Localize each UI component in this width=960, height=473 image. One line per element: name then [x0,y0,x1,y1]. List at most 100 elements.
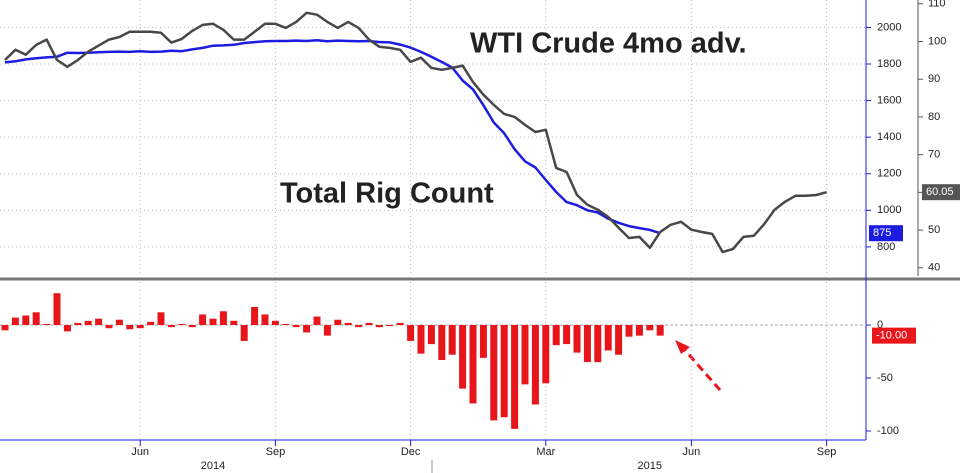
bar [438,325,446,360]
bar [417,325,425,354]
bar [323,325,331,336]
bar [230,320,238,326]
year-label: 2014 [201,460,225,472]
value-tag-label: 60.05 [926,186,954,198]
x-tick-label: Jun [131,446,149,458]
bar [511,325,519,429]
value-tag [872,327,916,344]
y2-tick-label: 50 [928,224,940,236]
series-label: Total Rig Count [280,178,494,210]
bar [594,325,602,363]
y-tick-label: 1400 [877,131,901,143]
bar [646,325,654,331]
bar [240,325,248,341]
bar [43,323,51,326]
y-tick-label: 1800 [877,58,901,70]
bar [115,319,123,326]
bar [490,325,498,421]
bar [11,317,19,326]
y-tick-label: 0 [877,319,883,331]
bar [126,325,134,330]
bar [251,307,259,326]
bar [615,325,623,355]
bar [427,325,435,345]
bar [365,322,373,326]
bar [469,325,477,404]
y-tick-label: -50 [877,372,893,384]
y-tick-label: 800 [877,241,895,253]
bar [199,314,207,326]
bar [219,311,227,326]
value-tag-label: -10.00 [876,330,907,342]
y2-tick-label: 70 [928,149,940,161]
bar [53,293,61,326]
bar [375,325,383,328]
bar [209,318,217,326]
bar [344,322,352,326]
bar [583,325,591,363]
series-line [4,38,661,235]
bar [386,325,394,327]
x-tick-label: Sep [266,446,286,458]
bar [355,325,363,328]
bar [63,325,71,332]
y2-tick-label: 90 [928,73,940,85]
y-tick-label: 1600 [877,94,901,106]
bar [625,325,633,337]
bar [563,325,571,345]
bar [573,325,581,353]
value-tag-label: 875 [873,227,891,239]
bar [32,312,40,326]
value-tag [869,225,903,242]
series-line [4,11,827,254]
series-label: WTI Crude 4mo adv. [470,28,747,60]
bar [178,323,186,326]
bar [604,325,612,351]
bar [84,320,92,326]
y-tick-label: -100 [877,425,899,437]
bar [157,312,165,326]
bar [500,325,508,418]
bar [542,325,550,384]
bar [448,325,456,355]
bar [22,315,30,326]
bar [105,325,113,329]
arrow [675,340,722,391]
y2-tick-label: 80 [928,111,940,123]
bar [136,325,144,329]
bar [635,325,643,336]
bar [271,320,279,326]
bar [188,325,196,328]
bar [282,323,290,326]
value-tag [922,184,960,201]
bar [167,325,175,328]
bar [334,319,342,326]
bar [407,325,415,341]
bar [459,325,467,389]
bar [313,316,321,326]
year-label: 2015 [638,460,662,472]
bar [552,325,560,346]
x-tick-label: Jun [683,446,701,458]
bar [531,325,539,405]
bar [147,321,155,326]
x-tick-label: Mar [536,446,555,458]
y2-tick-label: 110 [928,0,946,10]
bar [95,318,103,326]
y2-tick-label: 40 [928,262,940,274]
x-tick-label: Dec [401,446,421,458]
bar [74,322,82,326]
bar [261,314,269,326]
bar [479,325,487,358]
bar [303,325,311,333]
y-tick-label: 1200 [877,168,901,180]
bar [656,325,664,336]
x-tick-label: Sep [817,446,837,458]
bar [292,325,300,328]
bar [521,325,529,385]
y-tick-label: 1000 [877,204,901,216]
bar [1,325,9,331]
y-tick-label: 2000 [877,21,901,33]
y2-tick-label: 100 [928,35,946,47]
